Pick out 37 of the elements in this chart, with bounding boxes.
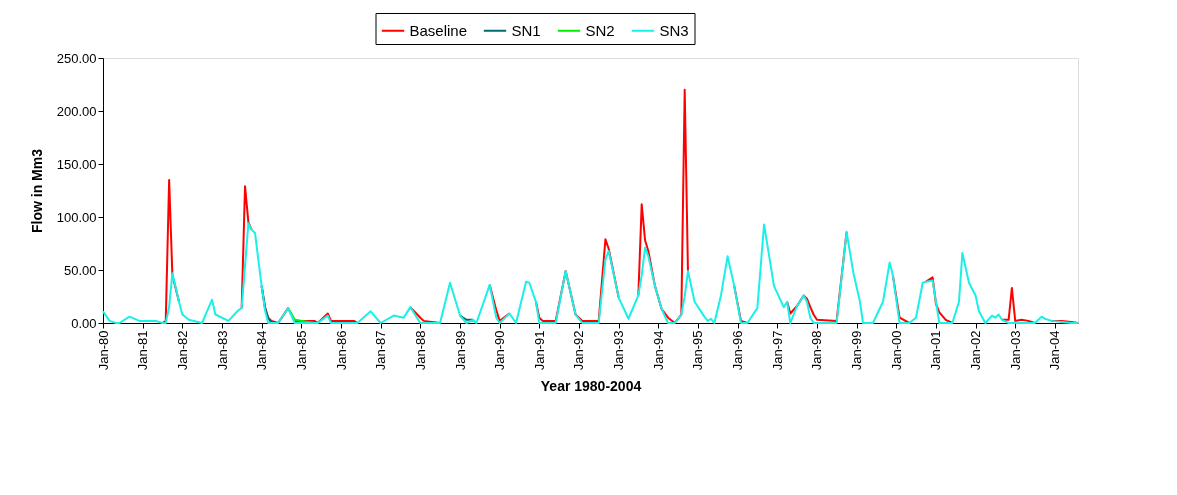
x-tick-label: Jan-96 — [730, 330, 746, 371]
x-tick-label: Jan-88 — [412, 330, 428, 371]
x-axis-title: Year 1980-2004 — [540, 378, 642, 395]
x-tick-label: Jan-95 — [690, 330, 706, 371]
x-tick-label: Jan-93 — [611, 330, 627, 371]
x-tick-label: Jan-92 — [571, 330, 587, 371]
legend-label: SN3 — [659, 21, 689, 39]
x-tick-label: Jan-85 — [293, 330, 309, 371]
y-tick-label: 0.00 — [71, 315, 97, 331]
x-tick-label: Jan-86 — [333, 330, 349, 371]
x-tick-label: Jan-80 — [95, 330, 111, 371]
x-tick-label: Jan-82 — [174, 330, 190, 371]
x-tick-label: Jan-83 — [214, 330, 230, 371]
x-tick-label: Jan-98 — [809, 330, 825, 371]
y-tick-label: 50.00 — [63, 262, 97, 278]
y-tick-label: 100.00 — [56, 209, 97, 225]
x-tick-label: Jan-81 — [135, 330, 151, 371]
y-tick-label: 200.00 — [56, 103, 97, 119]
x-tick-label: Jan-94 — [650, 330, 666, 371]
x-tick-label: Jan-00 — [888, 330, 904, 371]
x-tick-label: Jan-01 — [928, 330, 944, 371]
legend-label: SN1 — [511, 21, 541, 39]
x-tick-label: Jan-99 — [849, 330, 865, 371]
x-tick-label: Jan-02 — [968, 330, 984, 371]
x-tick-label: Jan-87 — [373, 330, 389, 371]
legend-label: SN2 — [585, 21, 615, 39]
x-tick-label: Jan-97 — [769, 330, 785, 371]
x-tick-label: Jan-03 — [1007, 330, 1023, 371]
legend-label: Baseline — [409, 21, 468, 39]
y-tick-label: 250.00 — [56, 50, 97, 66]
x-tick-label: Jan-90 — [492, 330, 508, 371]
x-tick-label: Jan-04 — [1047, 330, 1063, 371]
x-tick-label: Jan-89 — [452, 330, 468, 371]
x-tick-label: Jan-84 — [254, 330, 270, 371]
y-axis-title: Flow in Mm3 — [28, 148, 45, 233]
y-tick-label: 150.00 — [56, 156, 97, 172]
x-tick-label: Jan-91 — [531, 330, 547, 371]
